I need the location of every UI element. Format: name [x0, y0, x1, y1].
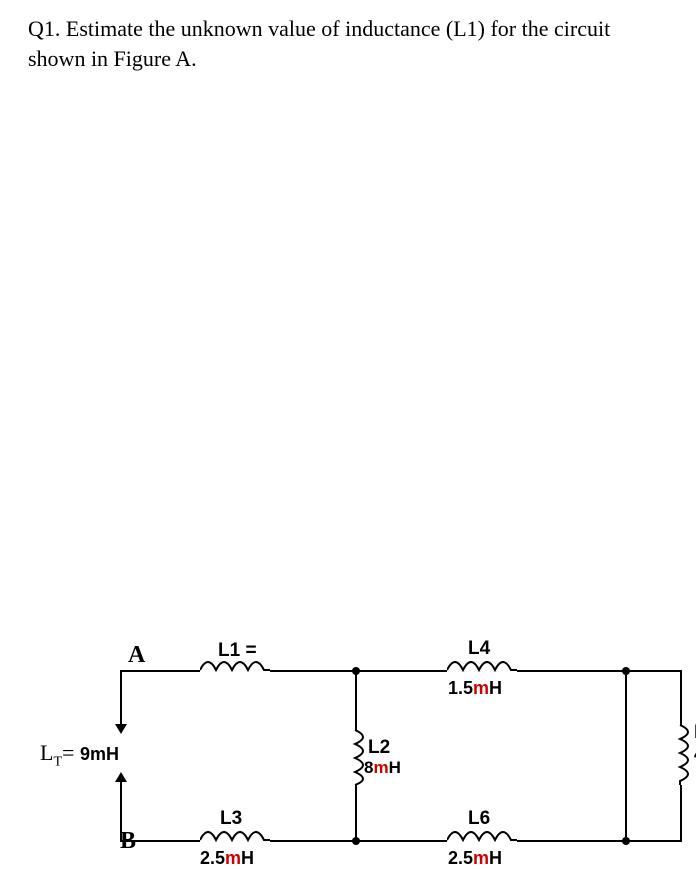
terminal-arrow	[115, 724, 127, 734]
wire	[680, 670, 682, 725]
wire	[627, 840, 682, 842]
inductor-l1-label: L1 =	[218, 640, 257, 662]
inductor-l4-name: L4	[468, 638, 490, 660]
inductor-l6-name: L6	[468, 808, 490, 830]
wire	[355, 785, 357, 842]
wire	[357, 670, 447, 672]
node-a-label: A	[128, 642, 145, 669]
wire	[120, 780, 122, 840]
question-text: Q1. Estimate the unknown value of induct…	[28, 14, 668, 73]
wire	[270, 670, 357, 672]
inductor-l2-value: 8mH	[364, 758, 401, 778]
wire	[517, 840, 627, 842]
wire	[627, 670, 682, 672]
wire	[120, 670, 122, 730]
wire	[120, 840, 200, 842]
inductor-l3-name: L3	[220, 808, 242, 830]
wire	[120, 670, 200, 672]
wire	[355, 672, 357, 730]
wire	[270, 840, 357, 842]
inductor-l4-value: 1.5mH	[448, 678, 502, 699]
wire	[357, 840, 447, 842]
lt-label: LT= 9mH	[40, 740, 119, 770]
terminal-arrow	[115, 772, 127, 782]
wire	[625, 672, 627, 840]
wire	[680, 785, 682, 842]
wire	[517, 670, 627, 672]
inductor-l2-name: L2	[368, 737, 390, 759]
circuit-diagram: A B LT= 9mH L1 = L4 1.5mH	[40, 640, 696, 866]
inductor-l5-coil	[668, 725, 692, 785]
